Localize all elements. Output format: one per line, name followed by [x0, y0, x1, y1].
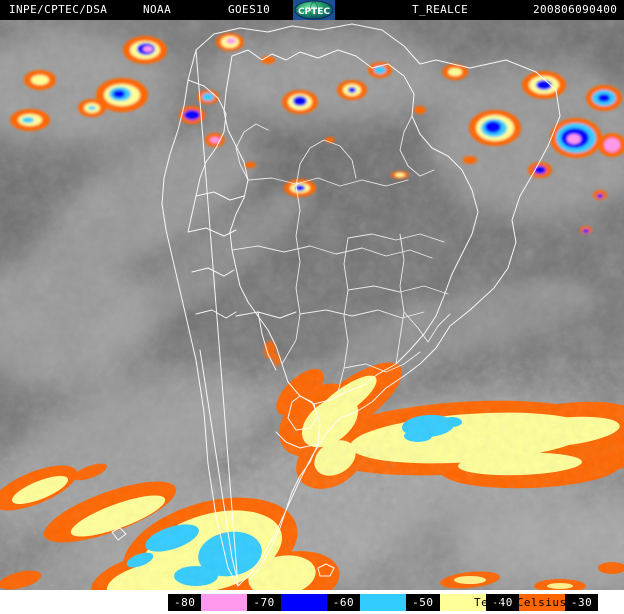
temperature-colorbar: -80 -70 -60 -50 -40 -30 Temp. Celsius	[0, 590, 624, 614]
header-satellite-family: NOAA	[143, 3, 172, 16]
colorbar-swatch-orange	[518, 594, 565, 611]
cptec-logo-text: CPTEC	[298, 7, 330, 17]
colorbar-tick--80: -80	[168, 594, 202, 611]
cptec-globe-logo: CPTEC	[293, 0, 335, 20]
colorbar-swatch-blue	[280, 594, 327, 611]
colorbar-swatch-magenta	[201, 594, 248, 611]
colorbar-swatch-yellow	[439, 594, 486, 611]
header-timestamp: 200806090400	[533, 3, 618, 16]
colorbar-tick--40: -40	[485, 594, 519, 611]
image-header-bar: INPE/CPTEC/DSA NOAA GOES10 T_REALCE 2008…	[0, 0, 624, 20]
colorbar-tick--30: -30	[564, 594, 599, 611]
colorbar-tick--70: -70	[247, 594, 281, 611]
colorbar-swatch-cyan	[360, 594, 407, 611]
colorbar-tick--60: -60	[326, 594, 361, 611]
ir-enhanced-raster	[0, 20, 624, 590]
colorbar-title: Temp. Celsius	[474, 596, 567, 609]
colorbar-strip: -80 -70 -60 -50 -40 -30	[168, 594, 599, 611]
header-product-name: T_REALCE	[412, 3, 469, 16]
header-agency-label: INPE/CPTEC/DSA	[9, 3, 108, 16]
satellite-image-canvas	[0, 20, 624, 590]
header-satellite-name: GOES10	[228, 3, 271, 16]
colorbar-tick--50: -50	[406, 594, 440, 611]
